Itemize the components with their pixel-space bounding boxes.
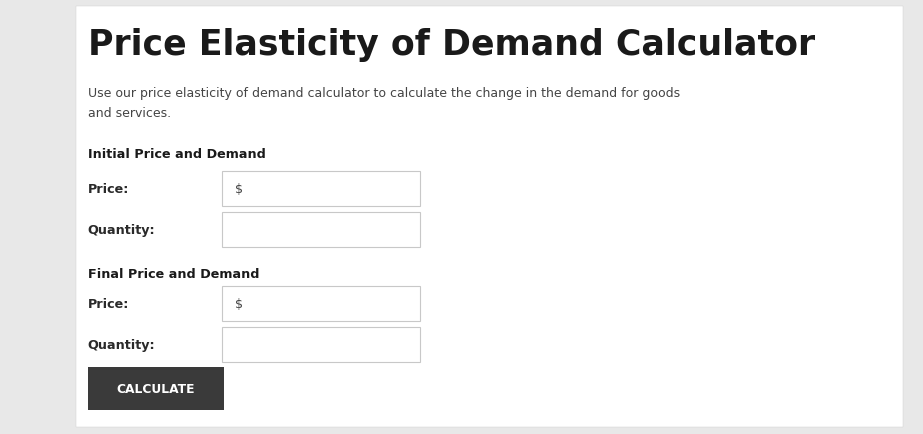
FancyBboxPatch shape bbox=[88, 367, 224, 410]
Text: Quantity:: Quantity: bbox=[88, 339, 155, 352]
Text: $: $ bbox=[235, 182, 244, 195]
Text: Quantity:: Quantity: bbox=[88, 224, 155, 237]
Text: Use our price elasticity of demand calculator to calculate the change in the dem: Use our price elasticity of demand calcu… bbox=[88, 87, 680, 120]
FancyBboxPatch shape bbox=[222, 328, 420, 362]
FancyBboxPatch shape bbox=[222, 213, 420, 247]
Text: Price:: Price: bbox=[88, 297, 129, 310]
FancyBboxPatch shape bbox=[222, 171, 420, 206]
Text: Initial Price and Demand: Initial Price and Demand bbox=[88, 148, 266, 161]
Text: $: $ bbox=[235, 297, 244, 310]
Text: Price Elasticity of Demand Calculator: Price Elasticity of Demand Calculator bbox=[88, 28, 815, 62]
Text: CALCULATE: CALCULATE bbox=[116, 382, 196, 395]
Text: Price:: Price: bbox=[88, 182, 129, 195]
FancyBboxPatch shape bbox=[76, 7, 903, 427]
FancyBboxPatch shape bbox=[222, 286, 420, 321]
Text: Final Price and Demand: Final Price and Demand bbox=[88, 267, 259, 280]
